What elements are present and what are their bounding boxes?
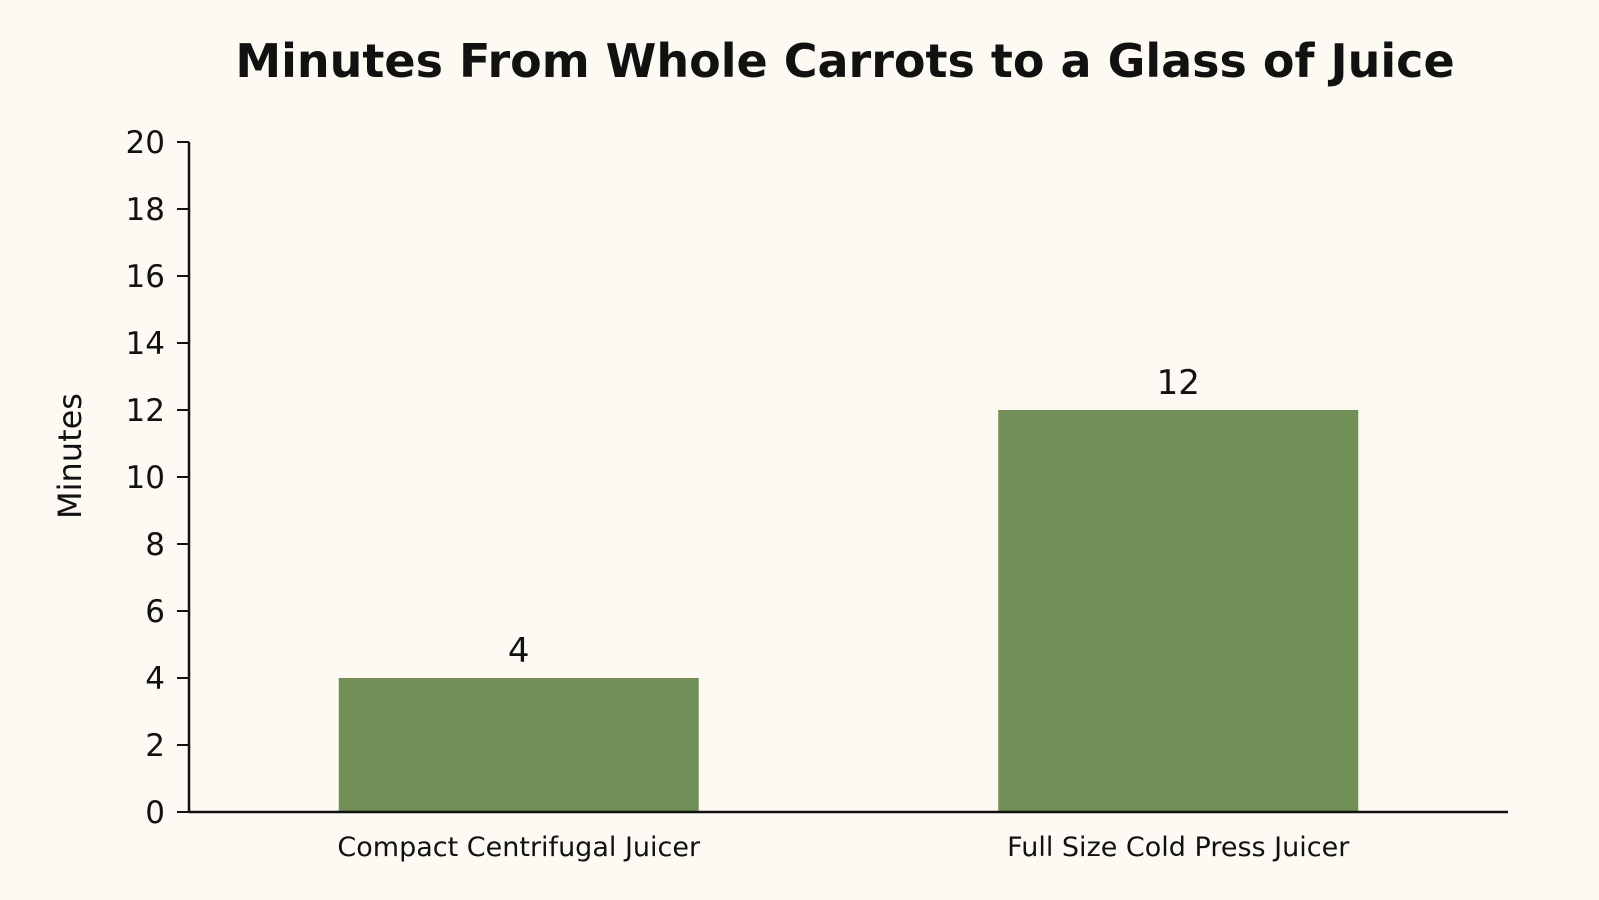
y-tick-label: 12 bbox=[126, 393, 165, 429]
bar bbox=[338, 678, 699, 812]
bar-value-label: 4 bbox=[508, 631, 530, 671]
y-axis-label: Minutes bbox=[51, 393, 89, 519]
bars-group bbox=[338, 410, 1359, 812]
y-tick-label: 2 bbox=[145, 728, 165, 764]
y-tick-label: 18 bbox=[126, 192, 165, 228]
y-tick-label: 6 bbox=[145, 594, 165, 630]
y-tick-label: 16 bbox=[126, 259, 165, 295]
value-labels-group: 4 12 bbox=[508, 363, 1200, 671]
bar-value-label: 12 bbox=[1157, 363, 1200, 403]
y-axis-ticks: 0 2 4 6 8 10 12 14 16 18 20 bbox=[126, 125, 189, 831]
x-category-label: Full Size Cold Press Juicer bbox=[1007, 832, 1350, 863]
category-labels-group: Compact Centrifugal Juicer Full Size Cold… bbox=[337, 832, 1350, 863]
y-tick-label: 14 bbox=[126, 326, 165, 362]
x-category-label: Compact Centrifugal Juicer bbox=[337, 832, 701, 863]
bar bbox=[998, 410, 1359, 812]
y-tick-label: 8 bbox=[145, 527, 165, 563]
y-tick-label: 20 bbox=[126, 125, 165, 161]
y-tick-label: 0 bbox=[145, 795, 165, 831]
y-tick-label: 10 bbox=[126, 460, 165, 496]
chart-title: Minutes From Whole Carrots to a Glass of… bbox=[235, 34, 1454, 88]
y-tick-label: 4 bbox=[145, 661, 165, 697]
